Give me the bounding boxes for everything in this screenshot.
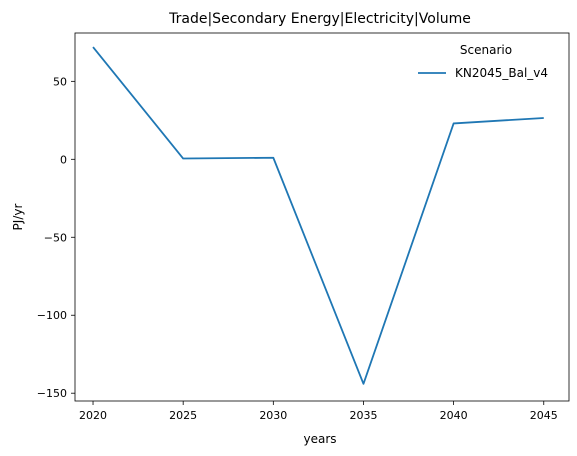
x-tick-label: 2040 bbox=[440, 409, 468, 422]
x-tick-label: 2020 bbox=[79, 409, 107, 422]
series-layer bbox=[92, 46, 544, 385]
x-axis-label: years bbox=[303, 432, 336, 446]
legend: Scenario KN2045_Bal_v4 bbox=[418, 43, 548, 80]
series-line bbox=[92, 46, 544, 385]
x-tick-label: 2025 bbox=[169, 409, 197, 422]
x-tick-label: 2030 bbox=[259, 409, 287, 422]
legend-entry-label: KN2045_Bal_v4 bbox=[455, 66, 548, 80]
y-tick-label: −150 bbox=[37, 387, 67, 400]
chart-title: Trade|Secondary Energy|Electricity|Volum… bbox=[168, 11, 471, 27]
y-axis-label: PJ/yr bbox=[11, 204, 25, 231]
y-axis: −150 −100 −50 0 50 bbox=[37, 75, 75, 400]
y-tick-label: 0 bbox=[60, 153, 67, 166]
y-tick-label: −100 bbox=[37, 309, 67, 322]
x-tick-label: 2035 bbox=[349, 409, 377, 422]
x-tick-label: 2045 bbox=[530, 409, 558, 422]
y-tick-label: 50 bbox=[53, 75, 67, 88]
plot-area bbox=[74, 32, 570, 402]
x-axis: 2020 2025 2030 2035 2040 2045 bbox=[79, 401, 558, 422]
y-tick-label: −50 bbox=[44, 231, 67, 244]
legend-title: Scenario bbox=[460, 43, 512, 57]
